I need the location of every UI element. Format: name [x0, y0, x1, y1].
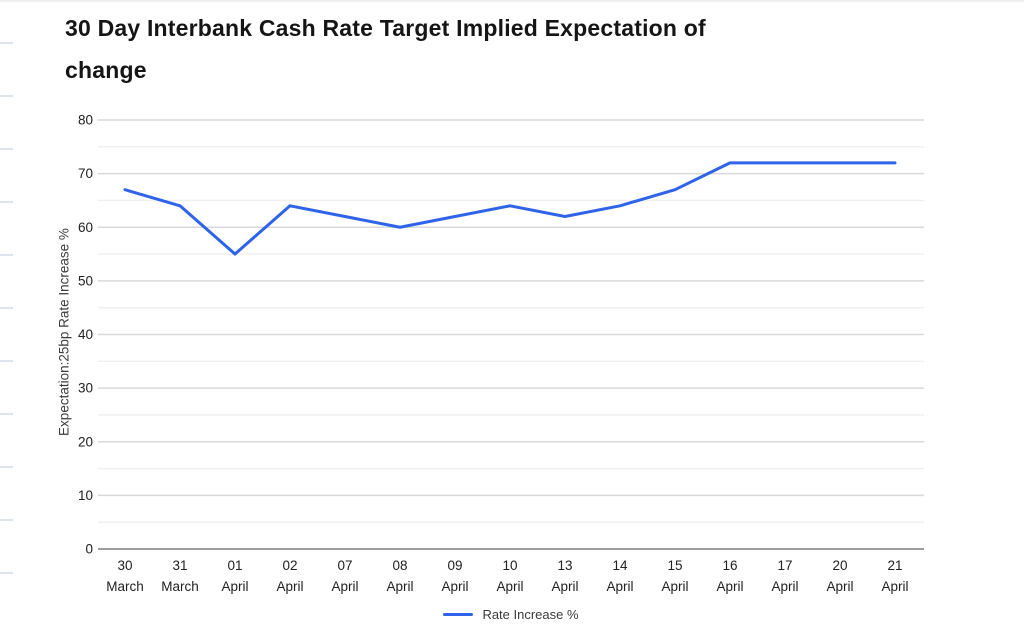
x-tick-label-day: 21 — [887, 558, 902, 573]
legend-label: Rate Increase % — [482, 606, 579, 622]
chart-legend[interactable]: Rate Increase % — [98, 604, 924, 624]
x-tick-label-day: 20 — [832, 558, 847, 573]
x-tick-label-month: April — [661, 579, 688, 594]
y-tick-label: 70 — [78, 166, 93, 181]
y-tick-label: 80 — [78, 113, 93, 128]
x-tick-label-month: April — [881, 579, 908, 594]
y-tick-label: 0 — [85, 542, 93, 557]
x-tick-label-day: 15 — [667, 558, 682, 573]
x-tick-label-day: 31 — [172, 558, 187, 573]
x-tick-label-month: April — [496, 579, 523, 594]
x-tick-label-day: 13 — [557, 558, 572, 573]
adjacent-chart-gridline-stub — [0, 148, 13, 150]
y-tick-label: 30 — [78, 381, 93, 396]
adjacent-chart-gridline-stub — [0, 254, 13, 256]
x-tick-label-day: 17 — [777, 558, 792, 573]
window-top-edge — [0, 0, 1024, 3]
y-tick-label: 10 — [78, 488, 93, 503]
adjacent-chart-gridline-stub — [0, 466, 13, 468]
x-tick-label-month: April — [386, 579, 413, 594]
legend-line-swatch — [443, 612, 474, 616]
x-tick-label-month: April — [771, 579, 798, 594]
x-tick-label-month: March — [106, 579, 144, 594]
x-tick-label-month: April — [606, 579, 633, 594]
x-tick-label-month: April — [221, 579, 248, 594]
x-tick-label-day: 16 — [722, 558, 737, 573]
x-tick-label-day: 09 — [447, 558, 462, 573]
x-tick-label-month: April — [716, 579, 743, 594]
adjacent-chart-gridline-stub — [0, 201, 13, 203]
y-tick-label: 40 — [78, 327, 93, 342]
adjacent-chart-gridline-stub — [0, 95, 13, 97]
x-tick-label-day: 10 — [502, 558, 517, 573]
x-tick-label-month: March — [161, 579, 199, 594]
x-tick-label-day: 01 — [227, 558, 242, 573]
adjacent-chart-gridline-stub — [0, 360, 13, 362]
adjacent-chart-gridline-stub — [0, 413, 13, 415]
x-tick-label-day: 02 — [282, 558, 297, 573]
x-tick-label-day: 07 — [337, 558, 352, 573]
adjacent-chart-gridline-stub — [0, 519, 13, 521]
x-tick-label-month: April — [441, 579, 468, 594]
rate-increase-line — [123, 161, 897, 256]
y-tick-label: 50 — [78, 273, 93, 288]
x-tick-label-month: April — [276, 579, 303, 594]
x-tick-label-month: April — [331, 579, 358, 594]
x-tick-label-day: 30 — [117, 558, 132, 573]
chart-title: 30 Day Interbank Cash Rate Target Implie… — [65, 15, 706, 83]
x-tick-label-month: April — [551, 579, 578, 594]
x-tick-label-month: April — [826, 579, 853, 594]
y-tick-label: 20 — [78, 434, 93, 449]
x-tick-label-day: 14 — [612, 558, 628, 573]
x-tick-label-day: 08 — [392, 558, 407, 573]
adjacent-chart-gridline-stub — [0, 572, 13, 574]
y-tick-label: 60 — [78, 220, 93, 235]
adjacent-chart-gridline-stub — [0, 307, 13, 309]
adjacent-chart-gridline-stub — [0, 42, 13, 44]
